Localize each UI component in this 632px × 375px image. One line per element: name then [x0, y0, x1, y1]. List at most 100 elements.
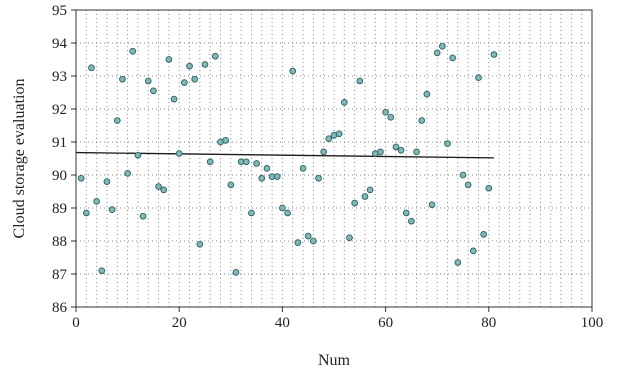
data-point	[294, 239, 302, 247]
data-point	[377, 148, 384, 156]
data-point	[469, 247, 477, 255]
data-point	[191, 75, 199, 83]
data-point	[459, 171, 467, 179]
data-point	[387, 113, 395, 121]
y-tick-label: 90	[52, 168, 67, 184]
data-point	[490, 51, 498, 58]
data-point	[211, 52, 219, 60]
grid	[76, 10, 592, 307]
x-axis-title: Num	[318, 352, 351, 369]
data-point	[88, 64, 95, 72]
data-point	[346, 234, 353, 242]
trend-line	[75, 151, 494, 159]
data-point	[356, 77, 364, 85]
data-point	[428, 201, 436, 209]
data-point	[304, 232, 312, 240]
data-point	[454, 259, 462, 266]
y-axis: 86 87 88 89 90 91 92 93 94 95	[52, 3, 76, 316]
data-point	[263, 165, 271, 172]
data-point	[397, 146, 405, 154]
data-point	[449, 54, 457, 62]
data-point	[284, 209, 291, 217]
data-point	[439, 42, 446, 50]
x-tick-label: 60	[378, 315, 393, 331]
x-tick-label: 0	[72, 315, 80, 331]
y-tick-label: 93	[52, 69, 67, 85]
data-point	[253, 160, 260, 167]
data-point	[82, 209, 90, 217]
data-point	[351, 199, 358, 207]
data-points	[77, 42, 498, 276]
data-point	[408, 217, 415, 225]
data-point	[423, 90, 431, 98]
data-point	[310, 237, 317, 245]
data-point	[340, 99, 348, 106]
data-point	[279, 204, 286, 212]
data-point	[248, 209, 255, 217]
data-point	[160, 186, 168, 194]
data-point	[201, 61, 209, 68]
y-tick-label: 91	[52, 135, 67, 151]
data-point	[222, 137, 229, 144]
data-point	[103, 178, 111, 185]
data-point	[113, 117, 121, 124]
data-point	[124, 170, 131, 177]
data-point	[315, 174, 322, 182]
data-point	[480, 231, 487, 238]
data-point	[433, 49, 441, 57]
data-point	[206, 158, 214, 166]
y-tick-label: 87	[52, 267, 68, 283]
data-point	[320, 148, 328, 156]
data-point	[186, 62, 193, 70]
data-point	[475, 74, 482, 82]
data-point	[181, 79, 188, 86]
data-point	[382, 108, 389, 116]
data-point	[119, 75, 126, 83]
data-point	[144, 77, 152, 85]
data-point	[175, 150, 183, 157]
data-point	[165, 56, 173, 63]
data-point	[366, 186, 374, 194]
y-tick-label: 94	[52, 36, 68, 52]
data-point	[485, 184, 493, 192]
data-point	[335, 130, 343, 138]
y-tick-label: 89	[52, 201, 67, 217]
data-point	[134, 151, 142, 159]
x-tick-label: 80	[481, 315, 496, 331]
data-point	[139, 212, 147, 220]
data-point	[150, 87, 157, 95]
data-point	[232, 269, 240, 276]
data-point	[98, 267, 106, 275]
data-point	[242, 158, 250, 166]
plot-area	[75, 9, 593, 308]
data-point	[196, 240, 204, 248]
data-point	[227, 181, 235, 189]
y-axis-title: Cloud storage evaluation	[11, 79, 28, 239]
x-tick-label: 100	[581, 315, 604, 331]
data-point	[129, 47, 137, 55]
data-point	[464, 181, 472, 189]
data-point	[402, 209, 410, 217]
data-point	[299, 165, 307, 172]
x-tick-label: 20	[172, 315, 187, 331]
x-tick-label: 40	[275, 315, 290, 331]
data-point	[444, 140, 451, 148]
y-tick-label: 92	[52, 102, 67, 118]
y-tick-label: 88	[52, 234, 67, 250]
data-point	[170, 95, 178, 103]
data-point	[155, 183, 162, 190]
data-point	[325, 135, 333, 143]
data-point	[93, 198, 100, 205]
data-point	[361, 193, 369, 200]
data-point	[108, 206, 116, 214]
data-point	[392, 143, 400, 151]
data-point	[289, 67, 297, 75]
data-point	[413, 148, 420, 156]
data-point	[273, 173, 281, 181]
y-tick-label: 95	[52, 3, 67, 19]
data-point	[77, 174, 85, 182]
data-point	[418, 117, 426, 124]
x-axis: 0 20 40 60 80 100	[72, 307, 603, 331]
data-point	[258, 174, 266, 182]
